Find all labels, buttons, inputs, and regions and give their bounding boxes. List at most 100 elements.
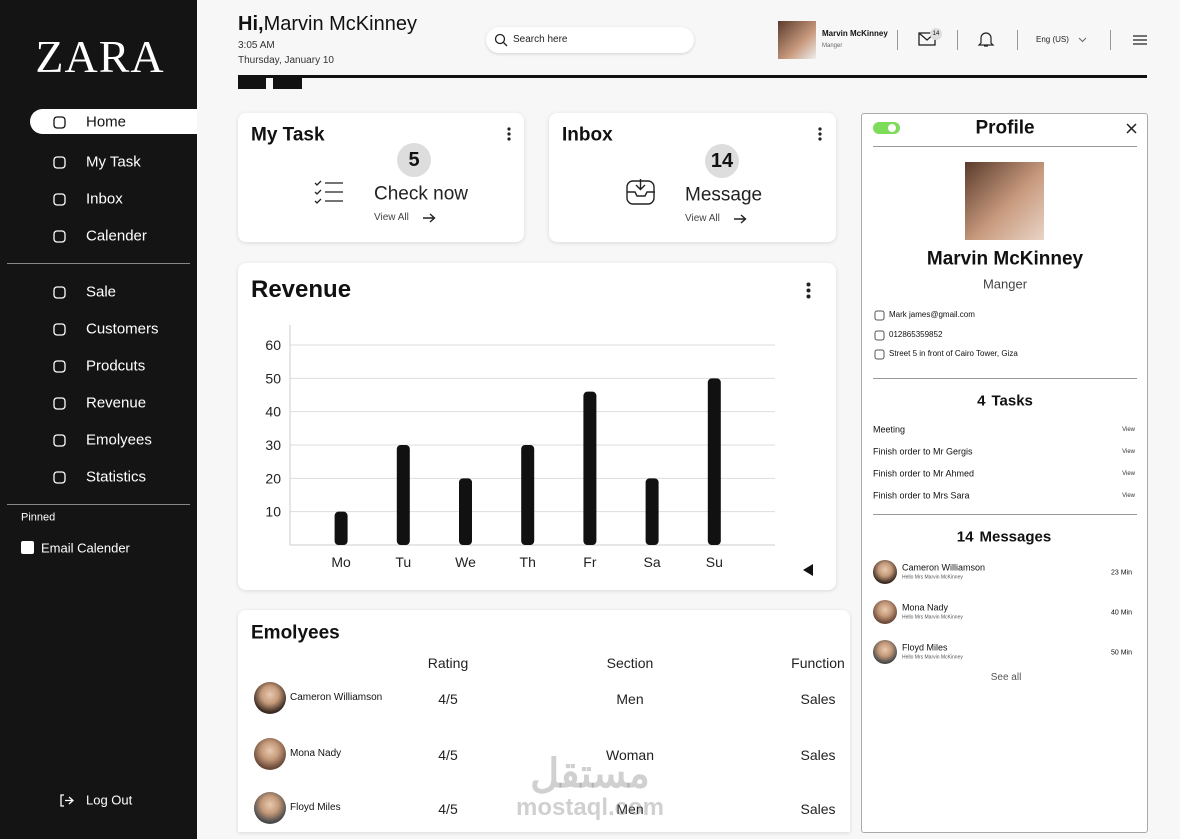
checkbox[interactable]	[21, 541, 34, 554]
employee-name: Mona Nady	[290, 748, 342, 759]
nav-item[interactable]: Inbox	[86, 190, 123, 208]
nav-icon	[53, 116, 66, 129]
employee-cell: 4/5	[438, 801, 458, 817]
see-all[interactable]: See all	[990, 672, 1022, 683]
inbox-icon	[626, 179, 655, 205]
bar	[583, 391, 597, 545]
mail-badge-bg	[930, 28, 942, 40]
search-box[interactable]	[486, 27, 694, 53]
messages-count: 14	[956, 528, 974, 546]
contact-email: Mark james@gmail.com	[889, 310, 975, 319]
bar	[396, 445, 410, 545]
panel-title: Profile	[975, 117, 1035, 139]
employee-cell: 4/5	[438, 691, 458, 707]
contact-phone: 012865359852	[889, 330, 943, 339]
message-avatar	[873, 640, 897, 664]
checklist-icon	[314, 180, 343, 204]
pinned-item[interactable]: Email Calender	[41, 540, 130, 556]
task-item: Meeting	[873, 424, 906, 435]
column-header: Function	[791, 655, 845, 671]
tasks-count: 4	[977, 392, 986, 410]
header-rule	[238, 75, 1147, 78]
message-sender: Mona Nady	[902, 602, 949, 613]
nav-icon	[53, 156, 66, 169]
messages-label: Messages	[979, 528, 1052, 546]
messages-heading: 14 Messages	[957, 530, 1051, 545]
message-time: 23 Min	[1110, 569, 1132, 577]
nav-item[interactable]: Emolyees	[86, 431, 152, 449]
separator	[1017, 30, 1018, 50]
nav-item[interactable]: Prodcuts	[86, 357, 146, 375]
task-view[interactable]: View	[1122, 449, 1135, 455]
language[interactable]: Eng (US)	[1036, 35, 1069, 44]
divider	[873, 146, 1137, 147]
header-user-name: Marvin McKinney	[822, 29, 888, 38]
employee-name: Cameron Williamson	[290, 692, 383, 703]
nav-item[interactable]: Home	[86, 113, 127, 131]
message-sender: Floyd Miles	[902, 642, 948, 653]
x-tick-label: Tu	[395, 554, 411, 570]
watermark-arabic: مستقل	[530, 752, 650, 796]
task-item: Finish order to Mr Ahmed	[873, 468, 975, 479]
card-action[interactable]: Check now	[374, 183, 468, 205]
more-icon	[806, 282, 811, 299]
message-avatar	[873, 600, 897, 624]
contact-address: Street 5 in front of Cairo Tower, Giza	[889, 349, 1018, 358]
search-placeholder[interactable]: Search here	[513, 34, 568, 45]
task-item: Finish order to Mrs Sara	[873, 490, 970, 501]
task-view[interactable]: View	[1122, 471, 1135, 477]
view-all[interactable]: View All	[374, 212, 409, 223]
mail-badge: 14	[932, 31, 940, 37]
separator	[1110, 30, 1111, 50]
next-button[interactable]	[273, 78, 302, 89]
y-tick-label: 20	[265, 470, 281, 486]
y-tick-label: 10	[265, 504, 281, 520]
task-view[interactable]: View	[1122, 493, 1135, 499]
message-time: 50 Min	[1110, 649, 1132, 657]
logout[interactable]: Log Out	[86, 792, 133, 808]
close-icon	[1126, 123, 1137, 134]
employee-cell: Men	[616, 801, 644, 817]
nav-item[interactable]: Calender	[86, 227, 147, 245]
count: 5	[408, 149, 420, 171]
nav-icon	[53, 323, 66, 336]
divider	[7, 263, 190, 264]
bar	[334, 511, 348, 545]
task-view[interactable]: View	[1122, 427, 1135, 433]
y-tick-label: 60	[265, 337, 281, 353]
nav-icon	[53, 193, 66, 206]
contact-icon	[874, 330, 885, 341]
card-action[interactable]: Message	[685, 184, 763, 206]
nav-item[interactable]: Statistics	[86, 468, 147, 486]
nav-icon	[53, 397, 66, 410]
nav-icon	[53, 286, 66, 299]
more-icon	[818, 127, 822, 141]
count-bg	[397, 143, 431, 177]
employee-cell: Men	[616, 691, 644, 707]
greeting: Hi,Marvin McKinney	[238, 14, 417, 34]
x-tick-label: Th	[520, 554, 536, 570]
nav-item[interactable]: Sale	[86, 283, 117, 301]
chart-title: Revenue	[251, 276, 352, 303]
y-tick-label: 50	[265, 370, 281, 386]
tasks-label: Tasks	[991, 392, 1033, 410]
employee-avatar	[254, 682, 286, 714]
pinned-label: Pinned	[21, 511, 56, 524]
nav-item[interactable]: Revenue	[86, 394, 147, 412]
section-title: Emolyees	[251, 622, 340, 644]
nav-icon	[53, 230, 66, 243]
prev-button[interactable]	[238, 78, 266, 89]
nav-item[interactable]: Customers	[86, 320, 159, 338]
nav-item[interactable]: My Task	[86, 153, 141, 171]
inbox-card	[549, 113, 836, 242]
employee-name: Floyd Miles	[290, 802, 341, 813]
sidebar	[0, 0, 197, 839]
arrow	[734, 214, 747, 224]
home-pill[interactable]	[30, 109, 197, 134]
x-tick-label: Sa	[644, 554, 661, 570]
bar	[459, 478, 472, 545]
nav-icon	[53, 360, 66, 373]
task-item: Finish order to Mr Gergis	[873, 446, 973, 457]
view-all[interactable]: View All	[685, 213, 720, 224]
